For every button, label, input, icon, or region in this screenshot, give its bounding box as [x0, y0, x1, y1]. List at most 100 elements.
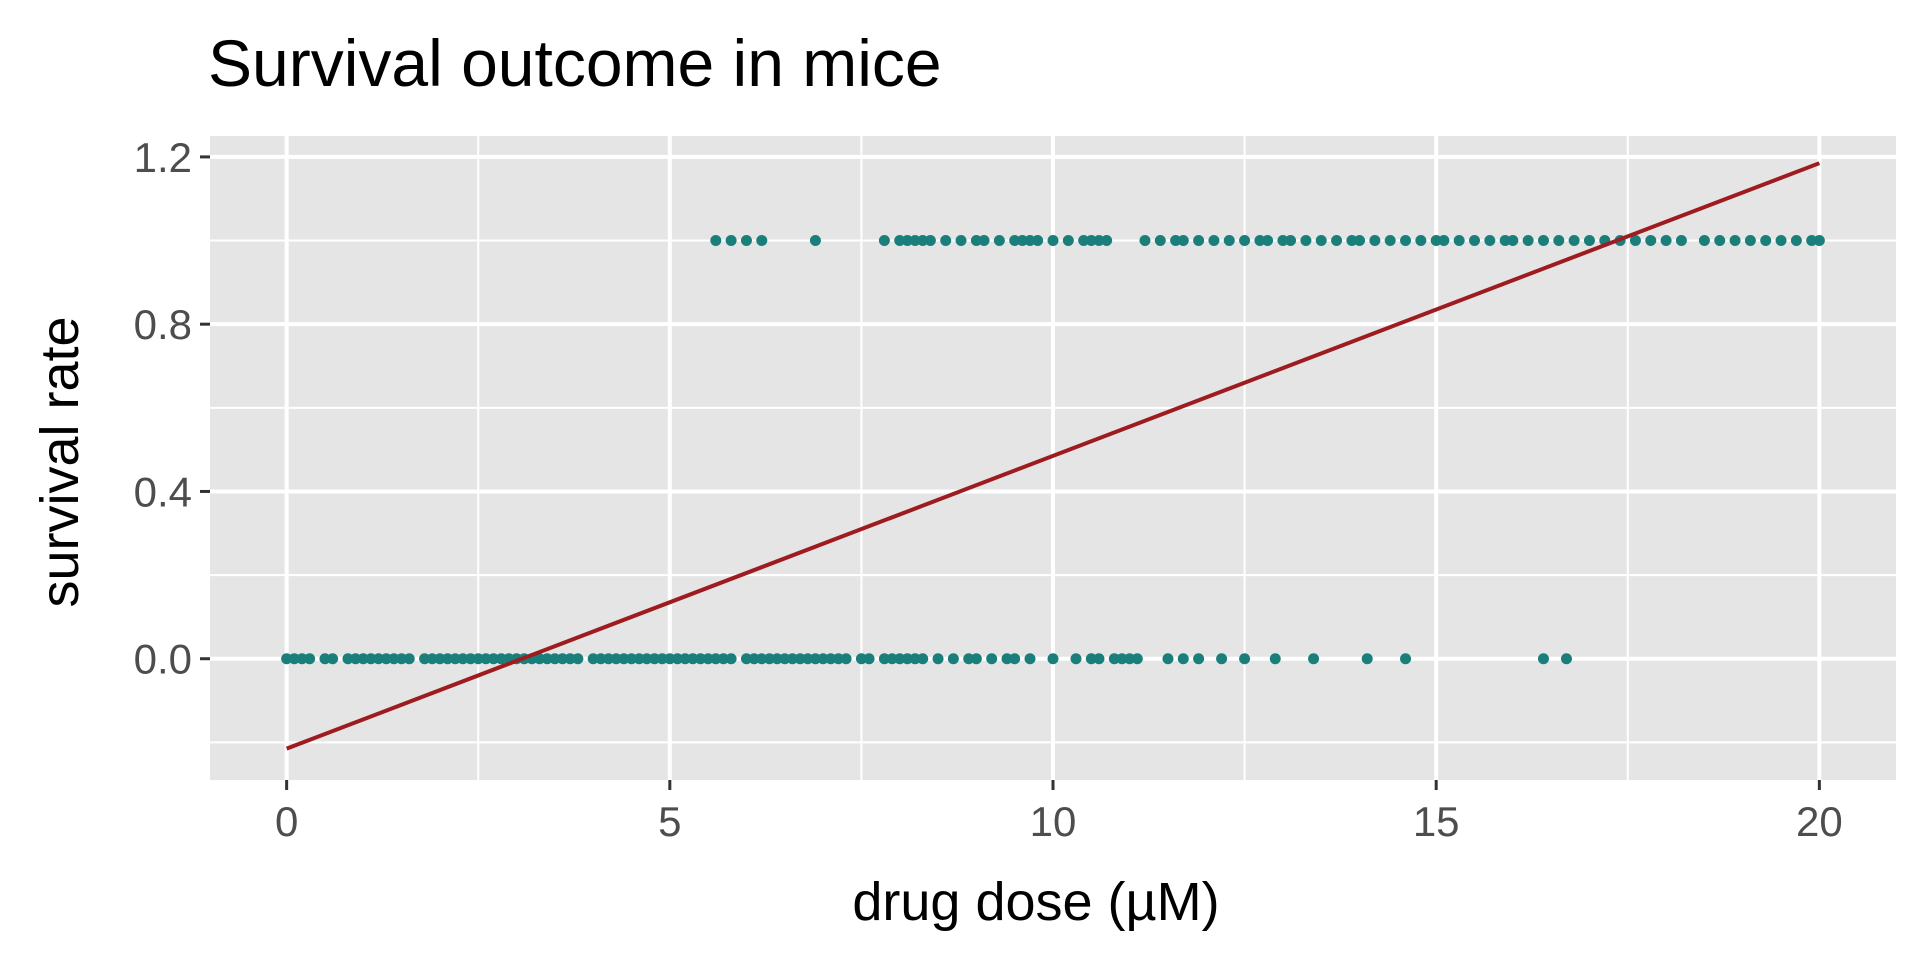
data-point: [1047, 653, 1059, 665]
data-point: [403, 653, 415, 665]
data-point: [465, 653, 477, 665]
data-point: [817, 653, 829, 665]
data-point: [388, 653, 400, 665]
data-point: [1522, 235, 1534, 247]
data-point: [373, 653, 385, 665]
data-point: [426, 653, 438, 665]
data-point: [595, 653, 607, 665]
x-axis: 0 5 10 15 20: [275, 780, 1843, 845]
data-point: [1315, 235, 1327, 247]
data-point: [924, 235, 936, 247]
data-point: [1269, 653, 1281, 665]
data-point: [840, 653, 852, 665]
data-point: [1744, 235, 1756, 247]
data-point: [763, 653, 775, 665]
data-point: [633, 653, 645, 665]
data-point: [327, 653, 339, 665]
data-point: [725, 235, 737, 247]
data-point: [319, 653, 331, 665]
data-point: [932, 653, 944, 665]
data-point: [549, 653, 561, 665]
data-point: [1469, 235, 1480, 247]
data-point: [1675, 235, 1687, 247]
data-point: [771, 653, 783, 665]
data-point: [748, 653, 760, 665]
data-point: [1537, 235, 1549, 247]
data-point: [541, 653, 553, 665]
x-tick-label: 10: [1030, 798, 1077, 845]
data-point: [832, 653, 844, 665]
x-tick-label: 15: [1413, 798, 1460, 845]
data-point: [1254, 235, 1266, 247]
data-point: [1346, 235, 1358, 247]
data-point: [281, 653, 293, 665]
data-point: [1568, 235, 1580, 247]
data-point: [1085, 653, 1097, 665]
data-point: [671, 653, 683, 665]
data-point: [656, 653, 668, 665]
data-point: [1300, 235, 1312, 247]
data-point: [825, 653, 837, 665]
data-point: [878, 653, 890, 665]
data-point: [794, 653, 806, 665]
y-axis: 0.0 0.4 0.8 1.2: [134, 134, 210, 683]
data-point: [1354, 235, 1366, 247]
data-point: [1177, 235, 1189, 247]
data-point: [1484, 235, 1496, 247]
data-point: [1208, 235, 1220, 247]
data-point: [687, 653, 699, 665]
data-point: [1331, 235, 1343, 247]
data-point: [457, 653, 469, 665]
data-point: [480, 653, 492, 665]
data-point: [1085, 235, 1097, 247]
data-point: [986, 653, 998, 665]
data-point: [380, 653, 392, 665]
data-point: [1775, 235, 1787, 247]
y-axis-title: survival rate: [30, 316, 90, 607]
chart-title: Survival outcome in mice: [208, 26, 942, 100]
data-point: [1154, 235, 1166, 247]
data-point: [1078, 235, 1090, 247]
data-point: [909, 235, 921, 247]
data-point: [587, 653, 599, 665]
data-point: [717, 653, 729, 665]
data-point: [679, 653, 691, 665]
data-point: [740, 235, 752, 247]
data-point: [557, 653, 569, 665]
data-point: [1430, 235, 1442, 247]
data-point: [618, 653, 630, 665]
data-point: [702, 653, 714, 665]
data-point: [901, 653, 913, 665]
data-point: [664, 653, 676, 665]
data-point: [1499, 235, 1511, 247]
data-point: [1629, 235, 1641, 247]
data-point: [1583, 235, 1595, 247]
data-point: [909, 653, 921, 665]
y-tick-label: 1.2: [134, 134, 192, 181]
fit-line: [285, 161, 1821, 751]
data-point: [1415, 235, 1427, 247]
data-point: [1308, 653, 1320, 665]
data-point: [786, 653, 798, 665]
data-point: [1193, 653, 1205, 665]
data-point: [572, 653, 584, 665]
data-point: [855, 653, 867, 665]
data-point: [740, 653, 752, 665]
data-point: [1645, 235, 1657, 247]
data-point: [342, 653, 354, 665]
data-point: [1193, 235, 1205, 247]
data-point: [434, 653, 446, 665]
data-point: [1369, 235, 1381, 247]
data-point: [1093, 235, 1105, 247]
data-point: [1813, 235, 1825, 247]
data-point: [288, 653, 300, 665]
data-point: [603, 653, 615, 665]
y-tick-label: 0.4: [134, 468, 192, 515]
data-point: [863, 653, 875, 665]
data-point: [449, 653, 461, 665]
data-point: [1507, 235, 1519, 247]
data-point: [1070, 653, 1082, 665]
x-tick-label: 20: [1796, 798, 1843, 845]
data-point: [1047, 235, 1059, 247]
